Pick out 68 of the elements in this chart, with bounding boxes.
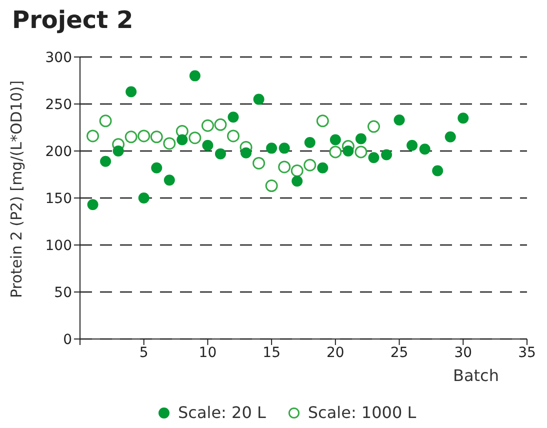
point [163,137,176,150]
point [432,165,444,176]
y-tick-label: 250 [45,96,72,113]
point [367,120,380,133]
x-tick-label: 30 [454,344,472,361]
point [419,144,430,155]
point [444,131,456,142]
point [188,132,202,144]
point [458,112,469,124]
point [138,130,150,142]
point [214,148,226,160]
legend-label: Scale: 20 L [177,403,266,422]
point [227,130,240,142]
point [304,137,316,148]
point [87,199,98,210]
point [86,130,100,142]
point [228,112,239,123]
point [124,130,138,144]
point [330,134,341,146]
point [214,118,227,131]
point [202,140,214,151]
y-axis-title: Protein 2 (P2) [mg/(L*OD10)] [7,80,26,298]
x-tick-label: 25 [390,344,408,361]
point [394,114,405,126]
legend-label: Scale: 1000 L [306,403,416,422]
point [406,140,418,151]
x-tick-label: 10 [198,344,217,361]
point [189,70,200,82]
point [290,164,304,177]
y-tick-label: 300 [45,50,72,66]
y-tick-label: 0 [63,332,72,348]
x-axis-title: Batch [453,366,499,385]
point [112,146,124,156]
x-tick-label: 35 [518,344,536,361]
x-tick-label: 15 [262,344,280,361]
point [266,142,278,154]
x-tick-label: 20 [326,344,344,361]
point [292,176,303,187]
point [126,86,137,98]
point [138,192,150,204]
point [304,158,316,172]
y-tick-label: 100 [45,238,72,254]
point [265,180,278,192]
point [253,94,264,105]
point [252,156,266,170]
y-tick-label: 200 [45,144,72,160]
point [278,160,291,174]
point [164,174,175,186]
point [99,114,112,128]
point [240,147,252,158]
point [381,149,392,160]
y-tick-label: 150 [45,190,72,207]
point [201,119,214,132]
point [342,146,354,156]
point [278,142,290,154]
point [316,114,329,128]
chart-title: Project 2 [12,6,134,34]
point [176,134,188,146]
point [150,130,163,144]
y-tick-label: 50 [54,284,72,301]
point [368,152,380,164]
point [151,162,162,174]
point [355,133,366,144]
x-tick-label: 5 [139,344,148,361]
point [317,162,328,174]
point [354,146,368,158]
point [100,156,112,167]
point [329,146,342,158]
